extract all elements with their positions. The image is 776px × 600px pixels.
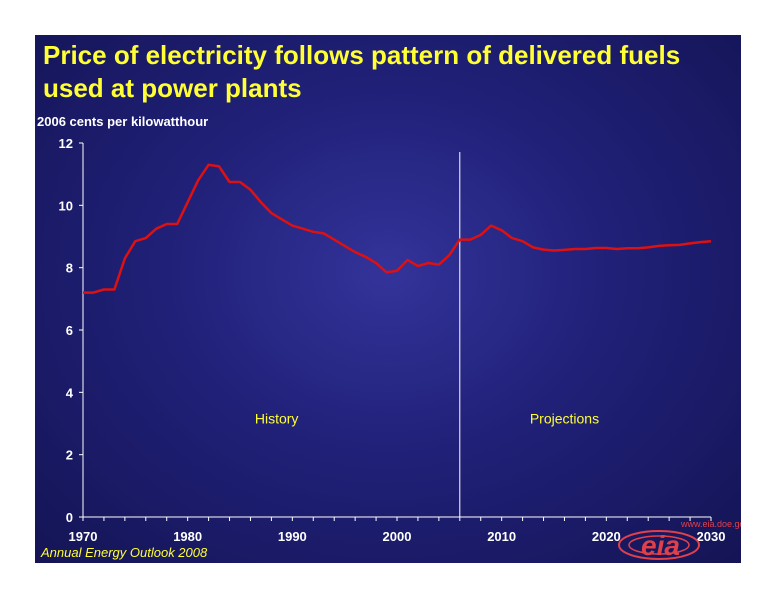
x-tick-label: 1980 [173,529,202,544]
y-tick-label: 6 [66,323,73,338]
y-tick-label: 0 [66,510,73,525]
y-tick-label: 10 [59,198,73,213]
eia-url-text: www.eia.doe.gov [680,519,741,529]
chart-marks [83,163,712,294]
line-chart: 0 2 4 6 8 10 12 1970 1980 1990 2000 2010 2020 2030 Hi… [59,136,726,544]
projections-annotation: Projections [530,411,599,427]
source-footer: Annual Energy Outlook 2008 [41,545,208,560]
x-tick-label: 1970 [69,529,98,544]
x-tick-label: 2000 [383,529,412,544]
x-tick-label: 2010 [487,529,516,544]
y-tick-label: 8 [66,261,73,276]
axes: 0 2 4 6 8 10 12 1970 1980 1990 2000 2010 2020 2030 [59,136,726,544]
eia-logo: eia www.eia.doe.gov [618,519,741,561]
x-tick-label: 2030 [697,529,726,544]
x-tick-label: 1990 [278,529,307,544]
y-axis-label: 2006 cents per kilowatthour [37,114,209,129]
chart-title: Price of electricity follows pattern of … [43,40,681,103]
series-line [83,163,712,294]
x-tick-label: 2020 [592,529,621,544]
y-tick-label: 12 [59,136,73,151]
history-annotation: History [255,411,299,427]
slide-background: Price of electricity follows pattern of … [35,35,741,563]
eia-logo-text: eia [641,530,680,561]
y-tick-label: 2 [66,448,73,463]
y-tick-label: 4 [66,385,74,400]
